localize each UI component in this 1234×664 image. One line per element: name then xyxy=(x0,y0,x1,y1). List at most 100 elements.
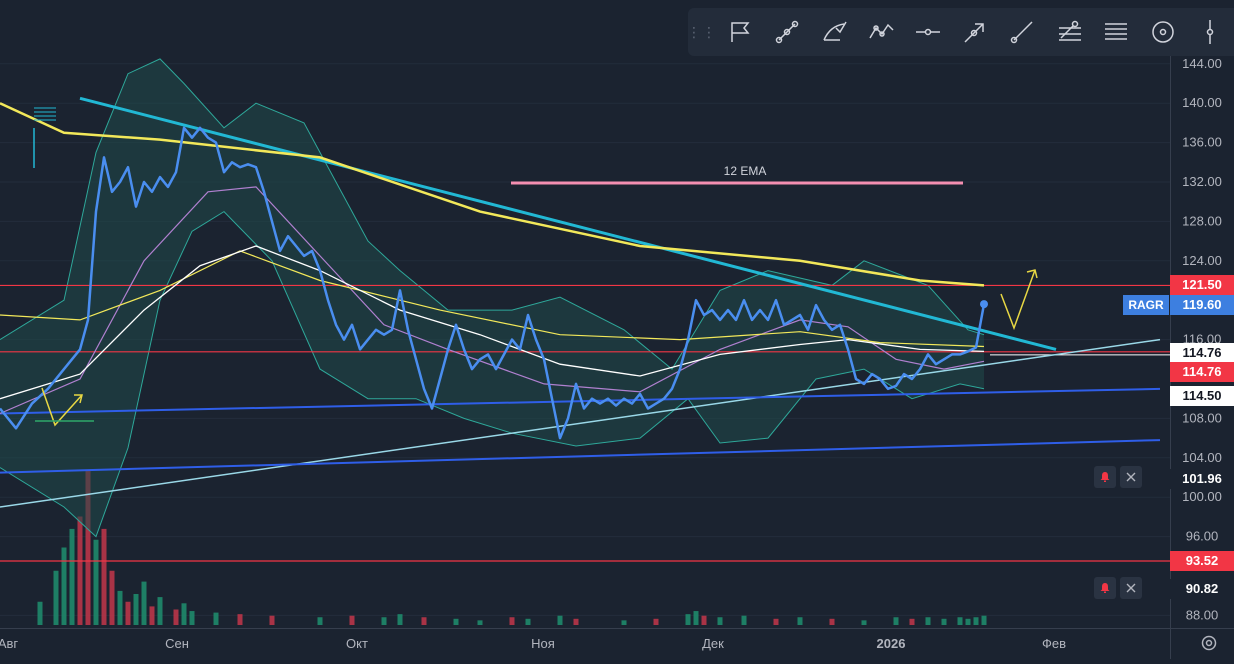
yellow-arrow-right-head xyxy=(1026,269,1038,279)
price-series xyxy=(0,126,988,440)
price-tag-red: 93.52 xyxy=(1170,551,1234,571)
arrow-tool-icon[interactable] xyxy=(951,8,998,56)
volume-bar xyxy=(125,601,131,625)
horizontal-line-tool-icon[interactable] xyxy=(904,8,951,56)
bollinger-fill xyxy=(0,58,984,537)
x-tick-label: Ноя xyxy=(531,636,555,651)
y-tick-label: 136.00 xyxy=(1182,135,1222,150)
price-tag-red: 114.76 xyxy=(1170,362,1234,382)
parallel-lines-tool-icon[interactable] xyxy=(1092,8,1139,56)
volume-bar xyxy=(349,615,355,625)
volume-bar xyxy=(157,597,163,625)
volume-bar xyxy=(37,601,43,625)
volume-bar xyxy=(797,617,803,625)
volume-bar xyxy=(773,618,779,625)
bollinger-bands xyxy=(0,58,985,538)
y-tick-label: 132.00 xyxy=(1182,174,1222,189)
volume-bar xyxy=(381,617,387,625)
volume-bar xyxy=(61,547,67,625)
volume-bar xyxy=(269,615,275,625)
y-tick-label: 124.00 xyxy=(1182,253,1222,268)
ema-label-text: 12 EMA xyxy=(724,164,767,178)
yellow-arrow-right xyxy=(1000,269,1036,331)
annotations: 12 EMA xyxy=(33,107,1038,427)
volume-bar xyxy=(557,615,563,625)
volume-bar xyxy=(685,614,691,625)
flag-marker-tool-icon[interactable] xyxy=(716,8,763,56)
fib-retracement-tool-icon[interactable] xyxy=(1045,8,1092,56)
volume-bar xyxy=(149,606,155,625)
price-tag-white: 114.76 xyxy=(1170,343,1234,363)
y-tick-label: 116.00 xyxy=(1183,332,1222,347)
volume-bar xyxy=(141,581,147,625)
price-tag-red: 121.50 xyxy=(1170,275,1234,295)
volume-bar xyxy=(957,617,963,625)
bollinger-lower-line xyxy=(0,210,985,538)
volume-bar xyxy=(477,620,483,625)
descending-resistance-trendline xyxy=(79,96,1057,351)
y-tick-label: 88.00 xyxy=(1186,607,1219,622)
volume-bar xyxy=(213,612,219,625)
volume-bar xyxy=(421,617,427,625)
x-tick-label: Авг xyxy=(0,636,18,651)
vertical-line-tool-icon[interactable] xyxy=(1186,8,1233,56)
volume-bar xyxy=(717,617,723,625)
ma-white-line xyxy=(0,245,985,400)
alert-controls-101 xyxy=(1094,466,1142,488)
drawing-toolbar: ⋮⋮ xyxy=(687,8,1234,56)
volume-bar xyxy=(573,618,579,625)
x-tick-label: Фев xyxy=(1042,636,1066,651)
last-price-dot xyxy=(980,300,988,309)
price-line xyxy=(0,126,986,440)
close-icon[interactable] xyxy=(1120,577,1142,599)
bell-alert-icon[interactable] xyxy=(1094,577,1116,599)
volume-bar xyxy=(509,617,515,625)
volume-bar xyxy=(53,570,59,625)
y-tick-label: 144.00 xyxy=(1182,56,1222,71)
volume-bar xyxy=(237,614,243,625)
path-tool-icon[interactable] xyxy=(857,8,904,56)
volume-bar xyxy=(973,617,979,625)
volume-bar xyxy=(77,516,83,625)
horizontal-levels xyxy=(0,284,1170,562)
trend-line-tool-icon[interactable] xyxy=(763,8,810,56)
yellow-arrow-left-head xyxy=(74,394,83,404)
axes: 144.00 140.00 136.00 132.00 128.00 124.00 116.… xyxy=(0,56,1234,659)
yellow-arrow-left xyxy=(41,387,83,427)
volume-bar xyxy=(693,611,699,625)
volume-bar xyxy=(85,470,91,625)
volume-bar xyxy=(317,617,323,625)
chart-settings-gear-icon[interactable] xyxy=(1198,632,1220,654)
volume-bar xyxy=(181,603,187,625)
bell-alert-icon[interactable] xyxy=(1094,466,1116,488)
volume-bar xyxy=(861,620,867,625)
volume-bar xyxy=(69,528,75,625)
close-icon[interactable] xyxy=(1120,466,1142,488)
ascending-support-trendline xyxy=(0,338,1161,508)
volume-bar xyxy=(965,618,971,625)
y-tick-label: 104.00 xyxy=(1182,450,1222,465)
x-tick-label: Сен xyxy=(165,636,189,651)
circle-tool-icon[interactable] xyxy=(1139,8,1186,56)
price-tag-dark: 90.82 xyxy=(1170,579,1234,599)
price-tag-dark: 101.96 xyxy=(1170,469,1234,489)
bollinger-upper-line xyxy=(0,58,985,370)
collapsed-indicators-icon[interactable] xyxy=(33,107,56,168)
pitchfork-tool-icon[interactable] xyxy=(810,8,857,56)
volume-bar xyxy=(909,618,915,625)
volume-bar xyxy=(925,617,931,625)
lower-channel-trendline xyxy=(0,439,1161,474)
y-tick-label: 128.00 xyxy=(1182,213,1222,228)
volume-bar xyxy=(701,615,707,625)
ma-yellow-mid-line xyxy=(0,250,985,348)
volume-bar xyxy=(453,618,459,625)
y-tick-label: 108.00 xyxy=(1182,410,1222,425)
volume-bar xyxy=(93,539,99,625)
ray-tool-icon[interactable] xyxy=(998,8,1045,56)
volume-bar xyxy=(741,615,747,625)
y-tick-label: 96.00 xyxy=(1186,529,1219,544)
toolbar-grip-icon[interactable]: ⋮⋮ xyxy=(687,23,717,40)
volume-bar xyxy=(133,594,139,625)
